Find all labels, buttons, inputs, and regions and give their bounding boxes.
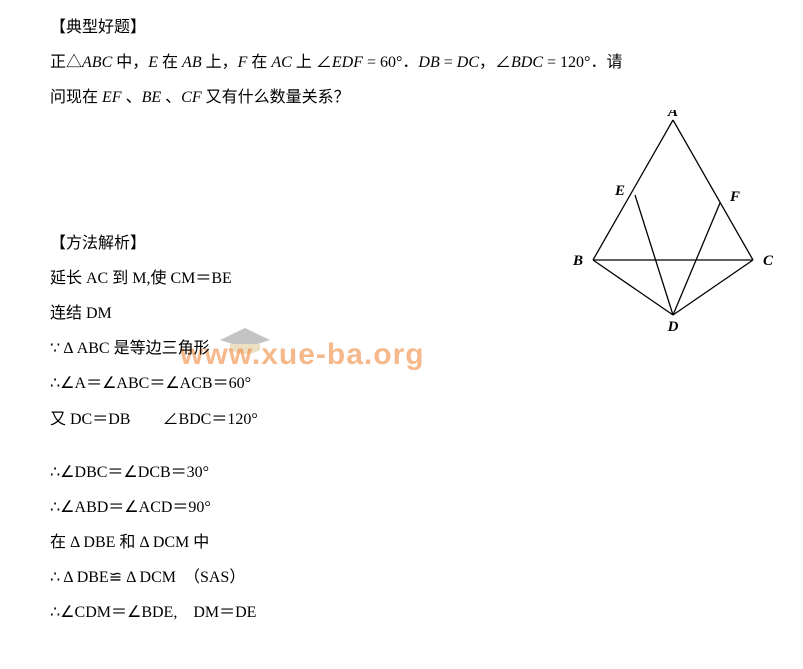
solution-step-10: ∴∠CDM＝∠BDE, DM＝DE [50,595,763,630]
solution-step-5: 又 DC＝DB ∠BDC＝120° [50,402,763,437]
problem-line-1: 正△ABC 中，E 在 AB 上，F 在 AC 上 ∠EDF = 60°．DB … [50,45,763,80]
solution-step-9: ∴ Δ DBE≌ Δ DCM （SAS） [50,560,763,595]
solution-step-4: ∴∠A＝∠ABC＝∠ACB＝60° [50,366,763,401]
solution-step-3: ∵ Δ ABC 是等边三角形 [50,331,763,366]
document-page: 【典型好题】 正△ABC 中，E 在 AB 上，F 在 AC 上 ∠EDF = … [0,0,803,641]
solution-step-6: ∴∠DBC＝∠DCB＝30° [50,455,763,490]
section-header-problem: 【典型好题】 [50,10,763,45]
section-header-method: 【方法解析】 [50,226,763,261]
problem-line-2: 问现在 EF 、BE 、CF 又有什么数量关系？ [50,80,763,115]
solution-step-1: 延长 AC 到 M,使 CM＝BE [50,261,763,296]
solution-step-8: 在 Δ DBE 和 Δ DCM 中 [50,525,763,560]
solution-step-7: ∴∠ABD＝∠ACD＝90° [50,490,763,525]
solution-step-2: 连结 DM [50,296,763,331]
